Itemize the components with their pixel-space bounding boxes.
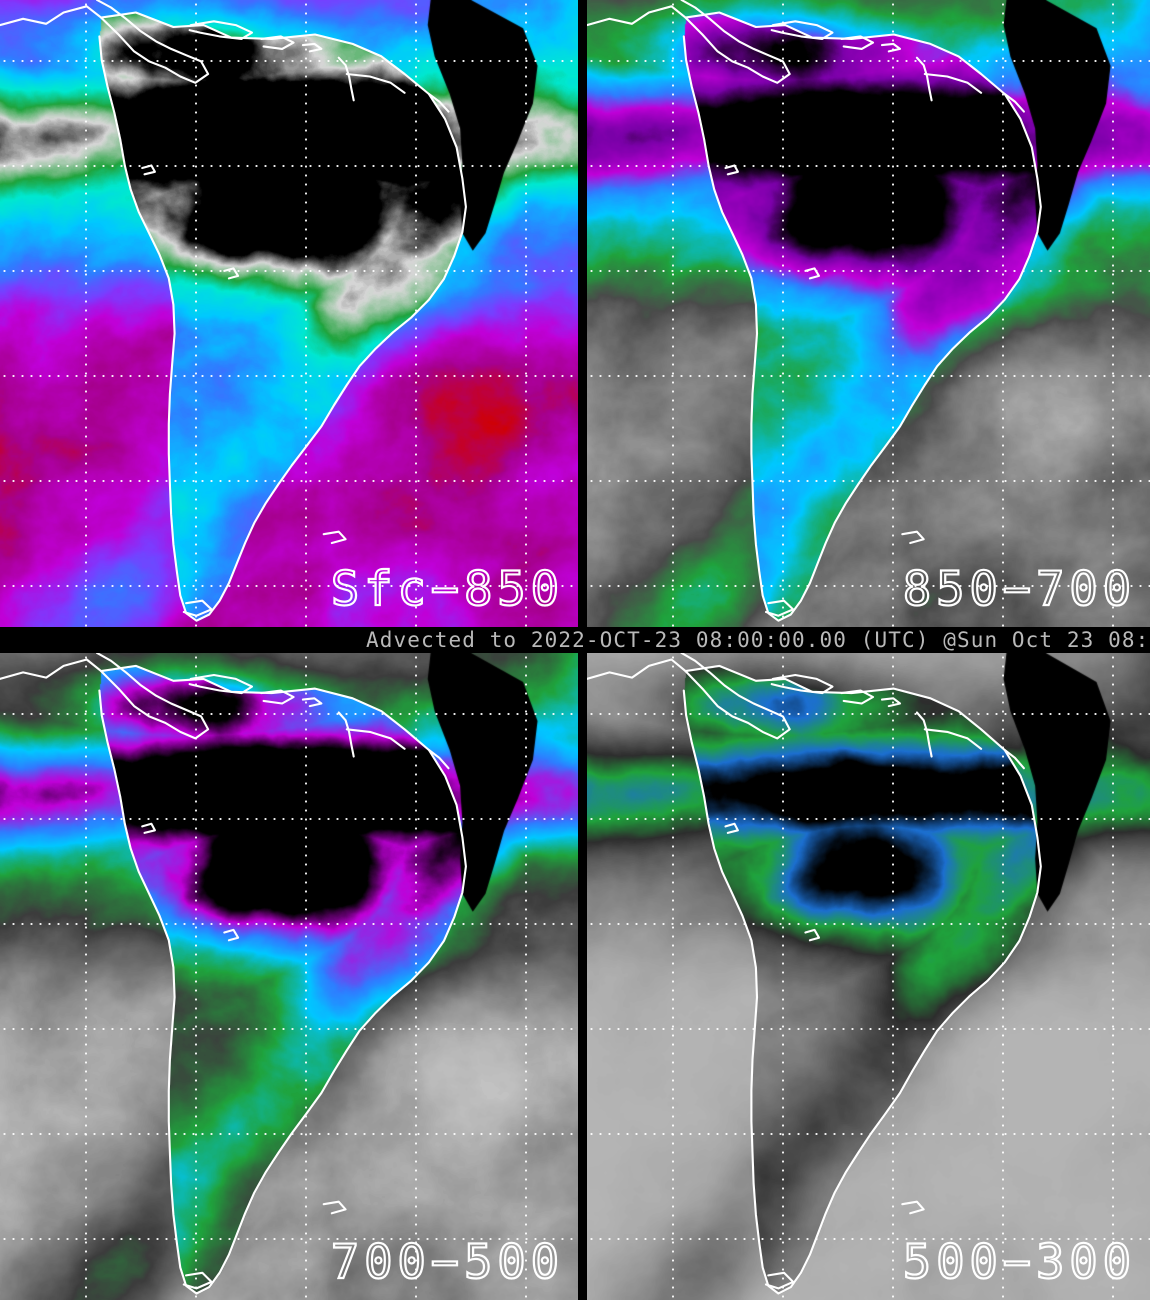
satellite-field-700-500 xyxy=(0,653,578,1300)
status-bar-background xyxy=(360,627,940,653)
satellite-field-850-700 xyxy=(587,0,1150,627)
satellite-field-sfc-850 xyxy=(0,0,578,627)
panel-850-700[interactable]: 850−700 xyxy=(587,0,1150,627)
status-bar: Advected to 2022-OCT-23 08:00:00.00 (UTC… xyxy=(0,627,1150,653)
satellite-field-500-300 xyxy=(587,653,1150,1300)
panel-700-500[interactable]: 700−500 xyxy=(0,653,578,1300)
panel-sfc-850[interactable]: Sfc−850 xyxy=(0,0,578,627)
status-timestamp-text: Advected to 2022-OCT-23 08:00:00.00 (UTC… xyxy=(366,628,1150,652)
panel-500-300[interactable]: 500−300 xyxy=(587,653,1150,1300)
